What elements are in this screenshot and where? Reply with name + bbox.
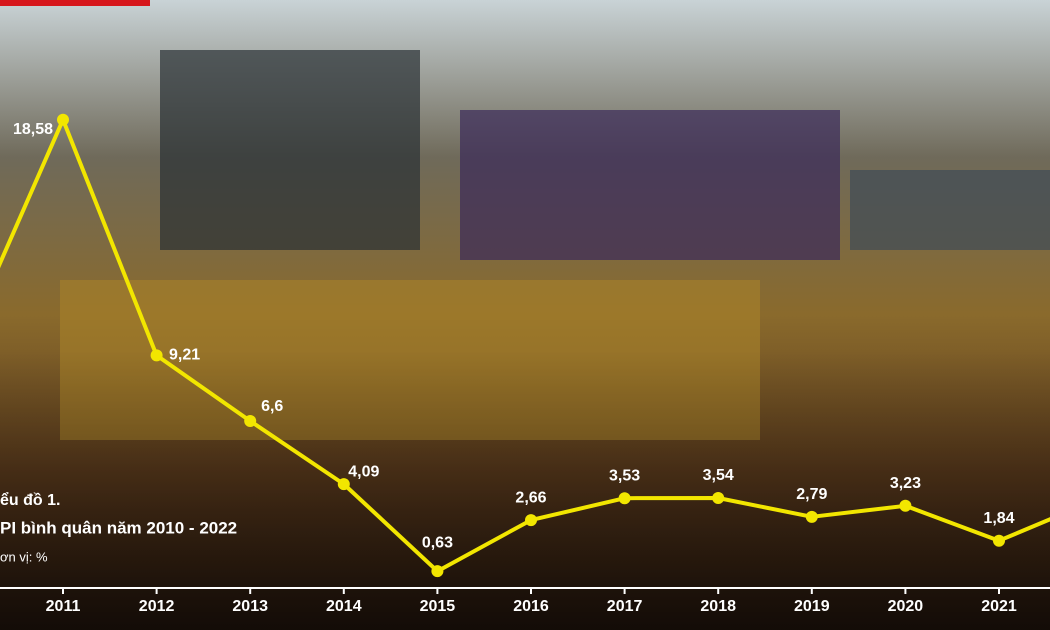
data-label: 1,84: [983, 510, 1014, 527]
store-banner: [850, 170, 1050, 250]
x-tick-label: 2017: [607, 598, 643, 615]
data-label: 2,79: [796, 486, 827, 503]
x-tick-label: 2021: [981, 598, 1017, 615]
logo-bar: [0, 0, 150, 6]
data-label: 4,09: [348, 463, 379, 480]
data-label: 18,58: [13, 121, 53, 138]
data-label: 0,63: [422, 534, 453, 551]
point: [712, 491, 725, 504]
point: [618, 492, 631, 505]
shade: [0, 350, 1050, 630]
point: [337, 478, 350, 491]
point: [525, 514, 537, 527]
x-tick-label: 2018: [700, 598, 736, 615]
point: [805, 510, 818, 523]
x-tick-label: 2014: [326, 598, 362, 615]
data-label: 3,54: [703, 467, 734, 484]
data-label: 2,66: [515, 489, 546, 506]
data-label: 6,6: [261, 398, 283, 415]
data-label: 3,53: [609, 467, 640, 484]
point: [899, 499, 912, 512]
x-tick-label: 2020: [888, 598, 924, 615]
store-banner: [460, 110, 840, 260]
point: [993, 534, 1005, 547]
chart-subtitle: PI bình quân năm 2010 - 2022: [0, 518, 237, 537]
x-tick-label: 2012: [139, 598, 175, 615]
point: [150, 349, 163, 362]
store-sign: [160, 50, 420, 250]
x-tick-label: 2013: [232, 598, 268, 615]
point: [431, 565, 444, 578]
point: [244, 415, 257, 428]
x-tick-label: 2015: [420, 598, 456, 615]
x-tick-label: 2016: [513, 598, 549, 615]
unit-note: ơn vị: %: [0, 549, 48, 564]
data-label: 3,23: [890, 475, 921, 492]
chart-title: ểu đồ 1.: [0, 491, 60, 509]
x-tick-label: 2011: [46, 598, 81, 615]
point: [57, 113, 69, 126]
x-tick-label: 2019: [794, 598, 830, 615]
data-label: 9,21: [169, 347, 200, 364]
